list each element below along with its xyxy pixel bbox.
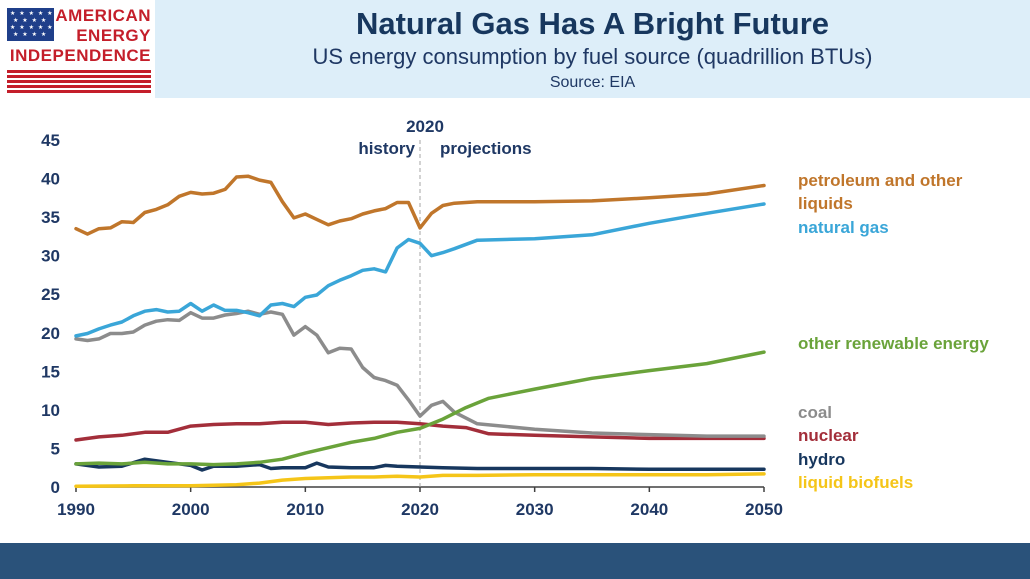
logo-text-line3: INDEPENDENCE [9, 46, 151, 65]
y-tick-label: 0 [51, 478, 60, 497]
series-labels: petroleum and other liquids natural gas oth… [798, 171, 989, 492]
y-tick-label: 10 [41, 401, 60, 420]
divider-year-label: 2020 [406, 117, 444, 136]
y-tick-label: 20 [41, 324, 60, 343]
x-tick-label: 2040 [630, 500, 668, 519]
series-line-coal [74, 309, 766, 438]
series-lines [74, 174, 766, 488]
series-line-nuclear [74, 420, 766, 442]
series-label-hydro: hydro [798, 450, 845, 469]
series-label-nuclear: nuclear [798, 426, 859, 445]
page-title: Natural Gas Has A Bright Future [355, 6, 830, 41]
x-tick-label: 2050 [745, 500, 783, 519]
source-note: Source: EIA [549, 74, 636, 91]
series-label-natural-gas: natural gas [798, 218, 889, 237]
y-tick-label: 15 [41, 362, 60, 381]
page-subtitle: US energy consumption by fuel source (qu… [312, 44, 873, 69]
projections-label: projections [440, 139, 532, 158]
y-tick-label: 5 [51, 439, 60, 458]
series-line-renewable [74, 350, 766, 467]
series-label-petroleum: petroleum and other [798, 171, 963, 190]
y-tick-label: 35 [41, 208, 60, 227]
x-tick-label: 1990 [57, 500, 95, 519]
series-label-petroleum: liquids [798, 194, 853, 213]
history-label: history [358, 139, 415, 158]
x-tick-label: 2030 [516, 500, 554, 519]
x-tick-label: 2000 [172, 500, 210, 519]
series-label-renewable: other renewable energy [798, 334, 989, 353]
header-band [155, 0, 1030, 98]
y-tick-label: 25 [41, 285, 60, 304]
brand-logo: ★ ★ ★ ★ ★ ★ ★ ★ ★ ★ ★ ★ ★ ★ ★ ★ ★ ★ AMER… [0, 0, 155, 98]
logo-stripes [7, 70, 151, 96]
series-label-biofuels: liquid biofuels [798, 473, 913, 492]
us-flag-icon: ★ ★ ★ ★ ★ ★ ★ ★ ★ ★ ★ ★ ★ ★ ★ ★ ★ ★ [7, 8, 54, 41]
y-tick-label: 45 [41, 131, 60, 150]
series-line-biofuels [74, 472, 766, 488]
projection-divider: 2020 history projections [358, 117, 532, 487]
y-tick-label: 30 [41, 247, 60, 266]
x-axis: 1990 2000 2010 2020 2030 2040 2050 [57, 486, 783, 519]
series-line-natural-gas [74, 202, 766, 338]
x-tick-label: 2010 [286, 500, 324, 519]
series-line-petroleum [74, 174, 766, 236]
footer-band [0, 543, 1030, 579]
logo-text-line2: ENERGY [76, 26, 151, 45]
x-tick-label: 2020 [401, 500, 439, 519]
y-axis: 0 5 10 15 20 25 30 35 40 45 [41, 131, 60, 497]
series-label-coal: coal [798, 403, 832, 422]
logo-text-line1: AMERICAN [55, 6, 151, 25]
y-tick-label: 40 [41, 170, 60, 189]
